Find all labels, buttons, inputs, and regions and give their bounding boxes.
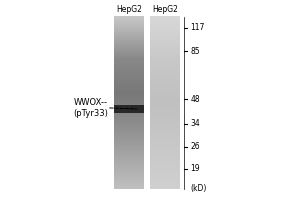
Text: 117: 117 — [190, 23, 205, 32]
Text: 85: 85 — [190, 47, 200, 56]
Text: 26: 26 — [190, 142, 200, 151]
Text: 48: 48 — [190, 95, 200, 104]
Text: 34: 34 — [190, 119, 200, 128]
Text: HepG2: HepG2 — [152, 5, 178, 14]
Text: HepG2: HepG2 — [116, 5, 142, 14]
Bar — [114, 105, 144, 113]
Text: WWOX--
(pTyr33): WWOX-- (pTyr33) — [73, 98, 108, 118]
Text: (kD): (kD) — [190, 184, 207, 193]
Text: 19: 19 — [190, 164, 200, 173]
